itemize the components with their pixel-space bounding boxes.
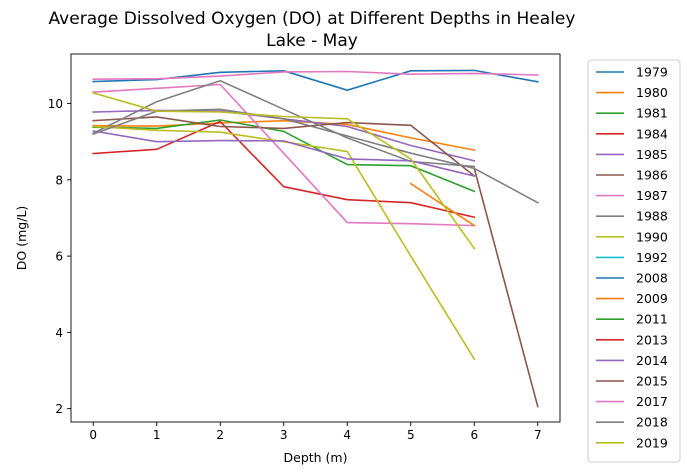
y-tick-label: 2 <box>55 402 63 416</box>
x-tick-label: 2 <box>216 428 224 442</box>
series-line-1987 <box>92 83 476 227</box>
legend-label-2011: 2011 <box>636 312 668 327</box>
x-tick-label: 5 <box>407 428 415 442</box>
x-axis-ticks: 0 1 2 3 4 5 6 7 <box>89 422 542 442</box>
y-tick-label: 10 <box>48 97 63 111</box>
series-line-1984 <box>92 120 476 219</box>
legend-label-1986: 1986 <box>636 168 668 183</box>
legend-label-1990: 1990 <box>636 229 668 244</box>
legend-label-1985: 1985 <box>636 147 668 162</box>
x-tick-label: 1 <box>153 428 161 442</box>
legend-label-1981: 1981 <box>636 106 668 121</box>
series-line-1986 <box>92 116 476 178</box>
legend-label-1988: 1988 <box>636 209 668 224</box>
x-tick-label: 3 <box>280 428 288 442</box>
legend-label-2017: 2017 <box>636 394 668 409</box>
y-axis-label: DO (mg/L) <box>14 206 29 270</box>
legend: 1979 1980 1981 1984 1985 1986 1987 1988 1990 1992… <box>587 59 681 463</box>
legend-label-2013: 2013 <box>636 332 668 347</box>
y-tick-label: 6 <box>55 250 63 264</box>
series-line-2015 <box>473 167 539 408</box>
legend-label-2019: 2019 <box>636 435 668 450</box>
x-tick-label: 7 <box>534 428 542 442</box>
x-tick-label: 6 <box>470 428 478 442</box>
x-axis-label: Depth (m) <box>284 450 348 465</box>
legend-label-2009: 2009 <box>636 291 668 306</box>
legend-label-1980: 1980 <box>636 85 668 100</box>
legend-box <box>587 59 681 463</box>
y-tick-label: 8 <box>55 173 63 187</box>
legend-label-1984: 1984 <box>636 126 668 141</box>
chart-title-line-2: Lake - May <box>266 31 358 51</box>
x-tick-label: 4 <box>343 428 351 442</box>
series-line-1980 <box>92 119 476 152</box>
legend-label-2015: 2015 <box>636 374 668 389</box>
y-axis-ticks: 2 4 6 8 10 <box>48 97 71 416</box>
y-tick-label: 4 <box>55 326 63 340</box>
series-line-2014 <box>92 130 476 177</box>
plot-area-frame <box>70 53 561 423</box>
legend-label-1979: 1979 <box>636 65 668 80</box>
legend-label-2014: 2014 <box>636 353 668 368</box>
legend-label-1987: 1987 <box>636 188 668 203</box>
series-line-2019 <box>92 91 476 250</box>
legend-label-1992: 1992 <box>636 250 668 265</box>
series-line-1981 <box>92 119 476 193</box>
legend-label-2008: 2008 <box>636 271 668 286</box>
x-tick-label: 0 <box>89 428 97 442</box>
series-lines <box>92 69 539 408</box>
series-line-2017 <box>92 70 539 81</box>
chart-title-line-1: Average Dissolved Oxygen (DO) at Differe… <box>49 9 576 29</box>
legend-label-2018: 2018 <box>636 415 668 430</box>
